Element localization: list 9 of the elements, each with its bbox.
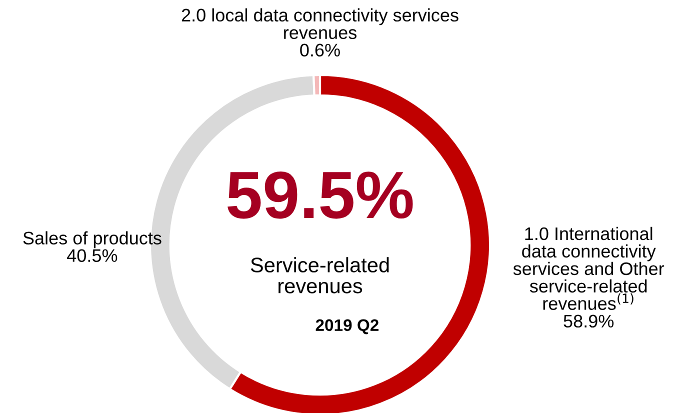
text: Service-related revenues (250, 257, 389, 294)
slice-label: Sales of products (23, 231, 162, 248)
data-label: 58.9% (564, 314, 614, 328)
data-label: 40.5% (67, 249, 118, 262)
text: 59.5% (228, 171, 413, 219)
data-label: 0.6% (300, 44, 340, 57)
text: 2019 Q2 (316, 319, 379, 334)
slice-label: 2.0 local data connectivity services revenues (182, 8, 458, 40)
slice-label: 1.0 International data connectivity services and Other service-related revenues$^{(1)}$ (513, 226, 664, 310)
